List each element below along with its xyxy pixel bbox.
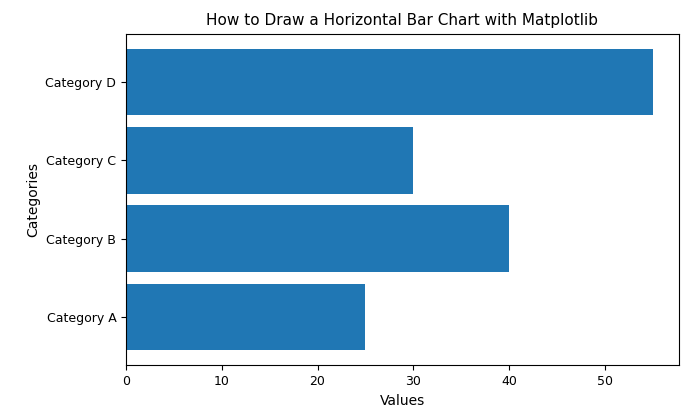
X-axis label: Values: Values xyxy=(380,394,425,408)
Bar xyxy=(126,49,652,115)
Y-axis label: Categories: Categories xyxy=(26,162,40,237)
Bar xyxy=(126,127,413,194)
Bar xyxy=(126,284,365,350)
Title: How to Draw a Horizontal Bar Chart with Matplotlib: How to Draw a Horizontal Bar Chart with … xyxy=(206,13,598,28)
Bar xyxy=(126,205,509,272)
